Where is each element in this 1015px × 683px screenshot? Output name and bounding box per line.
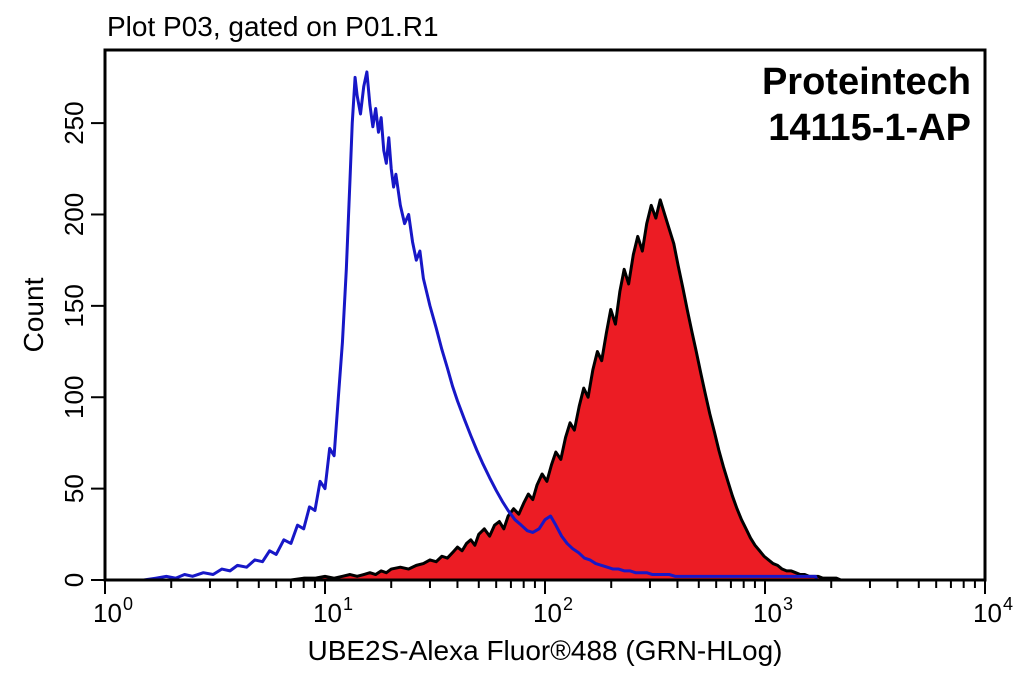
y-axis-label: Count <box>18 277 49 352</box>
x-axis-label: UBE2S-Alexa Fluor®488 (GRN-HLog) <box>307 635 782 666</box>
annotation-line1: Proteintech <box>762 61 971 103</box>
annotation-line2: 14115-1-AP <box>768 107 971 149</box>
x-tick-label-sup: 1 <box>343 594 353 614</box>
x-tick-label: 10 <box>753 598 782 628</box>
chart-svg: 100101102103104UBE2S-Alexa Fluor®488 (GR… <box>0 0 1015 683</box>
y-tick-label: 200 <box>59 193 89 236</box>
y-tick-label: 250 <box>59 101 89 144</box>
y-tick-label: 50 <box>59 474 89 503</box>
x-tick-label: 10 <box>973 598 1002 628</box>
chart-title: Plot P03, gated on P01.R1 <box>107 11 439 42</box>
x-tick-label-sup: 2 <box>563 594 573 614</box>
x-tick-label: 10 <box>313 598 342 628</box>
y-tick-label: 100 <box>59 376 89 419</box>
x-tick-label: 10 <box>93 598 122 628</box>
y-tick-label: 0 <box>59 573 89 587</box>
y-tick-label: 150 <box>59 284 89 327</box>
x-tick-label: 10 <box>533 598 562 628</box>
x-tick-label-sup: 4 <box>1003 594 1013 614</box>
x-tick-label-sup: 3 <box>783 594 793 614</box>
flow-cytometry-histogram: 100101102103104UBE2S-Alexa Fluor®488 (GR… <box>0 0 1015 683</box>
x-tick-label-sup: 0 <box>123 594 133 614</box>
